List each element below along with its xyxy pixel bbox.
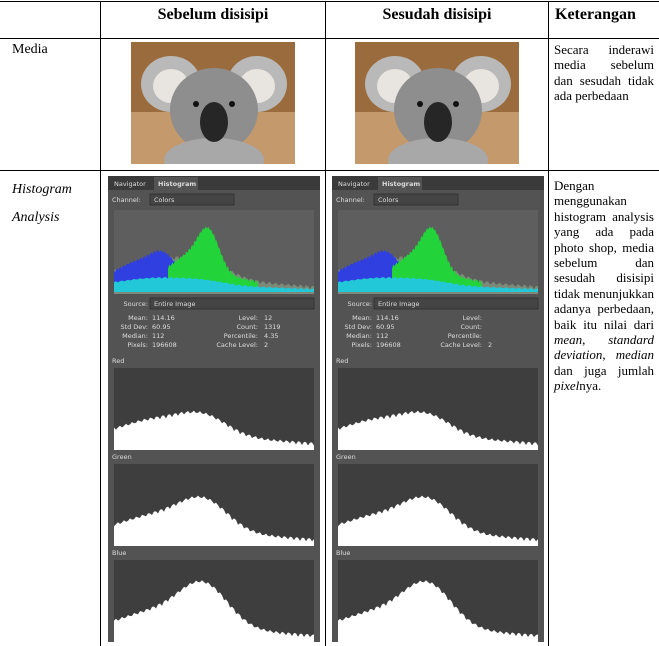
note-text: dan juga jumlah (554, 363, 654, 378)
note-text: Secara inderawi media sebelum dan sesuda… (554, 42, 654, 103)
channel-name: Green (112, 453, 132, 461)
note: Dengan menggunakan histogram analysis ya… (554, 178, 654, 394)
header: Keterangan (549, 6, 659, 24)
stat-label: Cache Level: (216, 341, 258, 349)
eye (229, 101, 235, 107)
channel-name: Red (112, 357, 124, 365)
dropdown-value: Colors (378, 196, 399, 204)
histogram-panel: Navigator Histogram Channel: Colors Source: E… (332, 176, 544, 642)
stat-label: Percentile: (448, 332, 482, 340)
channel-name: Green (336, 453, 356, 461)
tab: Histogram (158, 180, 196, 188)
stat-label: Count: (237, 323, 259, 331)
stat-label: Std Dev: (120, 323, 148, 331)
stat-label: Count: (461, 323, 483, 331)
stat-value: 60.95 (152, 323, 171, 331)
rule (0, 1, 659, 2)
channel-name: Blue (336, 549, 350, 557)
stat-label: Mean: (352, 314, 372, 322)
stat-value: 112 (376, 332, 388, 340)
note: Secara inderawi media sebelum dan sesuda… (554, 42, 654, 104)
stat-label: Pixels: (127, 341, 148, 349)
dropdown-value: Colors (154, 196, 175, 204)
tab: Navigator (114, 180, 146, 188)
note-text: , (602, 347, 615, 362)
header: Sebelum disisipi (101, 6, 325, 24)
field-label: Channel: (112, 196, 141, 204)
field-label: Channel: (336, 196, 365, 204)
row-label: Histogram Analysis (12, 176, 92, 232)
channel-name: Blue (112, 549, 126, 557)
stat-value: 2 (488, 341, 492, 349)
stat-value: 114.16 (152, 314, 175, 322)
koala-image (131, 42, 295, 164)
rule (0, 170, 659, 171)
stat-label: Level: (239, 314, 258, 322)
stat-value: 4.35 (264, 332, 278, 340)
rule (0, 38, 659, 39)
channel-name: Red (336, 357, 348, 365)
stat-label: Pixels: (351, 341, 372, 349)
note-text: mean (554, 332, 582, 347)
stat-label: Mean: (128, 314, 148, 322)
field-label: Source: (347, 300, 372, 308)
field-label: Source: (123, 300, 148, 308)
koala-image (355, 42, 519, 164)
note-text: nya. (579, 378, 601, 393)
rule (100, 1, 101, 646)
nose (200, 102, 228, 142)
note-text: Dengan menggunakan histogram analysis ya… (554, 178, 654, 332)
note-text: pixel (554, 378, 579, 393)
stat-value: 60.95 (376, 323, 395, 331)
stat-value: 114.16 (376, 314, 399, 322)
stat-label: Median: (346, 332, 372, 340)
tab: Navigator (338, 180, 370, 188)
stat-value: 2 (264, 341, 268, 349)
stat-label: Std Dev: (344, 323, 372, 331)
note-text: , (582, 332, 608, 347)
stat-label: Percentile: (224, 332, 258, 340)
stat-label: Level: (463, 314, 482, 322)
eye (417, 101, 423, 107)
note-text: median (616, 347, 654, 362)
stat-value: 12 (264, 314, 272, 322)
eye (193, 101, 199, 107)
header: Sesudah disisipi (326, 6, 548, 24)
dropdown-value: Entire Image (154, 300, 196, 308)
histogram-panel: Navigator Histogram Channel: Colors Source: E… (108, 176, 320, 642)
page: Sebelum disisipi Sesudah disisipi Ketera… (0, 0, 659, 646)
stat-value: 196608 (376, 341, 401, 349)
tab: Histogram (382, 180, 420, 188)
stat-label: Median: (122, 332, 148, 340)
rule (325, 1, 326, 646)
stat-value: 196608 (152, 341, 177, 349)
eye (453, 101, 459, 107)
stat-value: 112 (152, 332, 164, 340)
rule (548, 1, 549, 646)
stat-value: 1319 (264, 323, 281, 331)
row-label: Media (12, 42, 48, 58)
stat-label: Cache Level: (440, 341, 482, 349)
nose (424, 102, 452, 142)
dropdown-value: Entire Image (378, 300, 420, 308)
